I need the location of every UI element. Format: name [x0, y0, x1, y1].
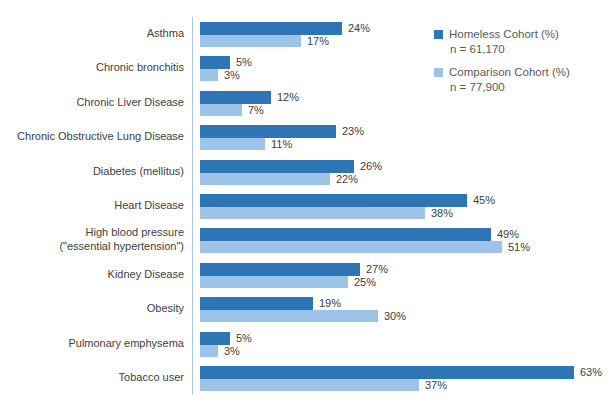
bar-group: Obesity 19% 30%	[0, 292, 612, 326]
homeless-bar	[200, 228, 491, 241]
legend-n-count: n = 77,900	[449, 80, 570, 95]
bar-group: Chronic Obstructive Lung Disease 23% 11%	[0, 120, 612, 154]
legend-swatch-comparison-icon	[434, 68, 443, 77]
bar-value-label: 63%	[580, 366, 602, 378]
homeless-bar	[200, 332, 230, 345]
comparison-bar	[200, 35, 301, 47]
bar-value-label: 27%	[366, 263, 388, 275]
comparison-bar	[200, 379, 419, 391]
bar-value-label: 3%	[224, 69, 240, 81]
bar-pair: 12% 7%	[200, 91, 299, 116]
legend-swatch-homeless-icon	[434, 30, 443, 39]
category-label: Asthma	[0, 27, 192, 41]
bar-pair: 5%3%	[200, 56, 252, 81]
bar-pair: 27%25%	[200, 263, 388, 288]
homeless-bar	[200, 91, 271, 104]
bar-value-label: 12%	[277, 91, 299, 103]
bar-group: Pulmonary emphysema 5%3%	[0, 327, 612, 361]
category-label: Kidney Disease	[0, 268, 192, 282]
category-label: High blood pressure("essential hypertens…	[0, 226, 192, 254]
bar-value-label: 25%	[354, 276, 376, 288]
bar-pair: 5%3%	[200, 332, 252, 357]
bar-value-label: 11%	[271, 138, 292, 150]
bar-group: Diabetes (mellitus) 26%22%	[0, 155, 612, 189]
comparison-bar	[200, 173, 330, 185]
category-label: Heart Disease	[0, 199, 192, 213]
category-label: Obesity	[0, 302, 192, 316]
homeless-bar	[200, 263, 360, 276]
bar-value-label: 5%	[236, 56, 252, 68]
bar-pair: 26%22%	[200, 160, 382, 185]
bar-value-label: 5%	[236, 332, 252, 344]
homeless-bar	[200, 366, 574, 379]
bar-value-label: 26%	[360, 160, 382, 172]
legend-label: Comparison Cohort (%)	[449, 65, 570, 80]
bar-value-label: 17%	[307, 35, 329, 47]
comparison-bar	[200, 310, 378, 322]
comparison-bar	[200, 69, 218, 81]
bar-group: Kidney Disease 27%25%	[0, 258, 612, 292]
bar-value-label: 3%	[224, 345, 240, 357]
homeless-bar	[200, 297, 313, 310]
bar-pair: 24% 17%	[200, 22, 370, 47]
bar-value-label: 23%	[342, 125, 364, 137]
comparison-bar	[200, 345, 218, 357]
legend: Homeless Cohort (%) n = 61,170 Compariso…	[434, 27, 570, 103]
legend-n-count: n = 61,170	[449, 42, 559, 57]
comparison-bar	[200, 276, 348, 288]
bar-pair: 45% 38%	[200, 194, 495, 219]
bar-value-label: 37%	[425, 379, 447, 391]
bar-value-label: 45%	[473, 194, 495, 206]
category-label: Tobacco user	[0, 371, 192, 385]
comparison-bar	[200, 138, 265, 150]
homeless-bar	[200, 125, 336, 138]
bar-pair: 49%51%	[200, 228, 530, 253]
bar-value-label: 51%	[508, 241, 530, 253]
bar-group: High blood pressure("essential hypertens…	[0, 223, 612, 257]
comparison-bar	[200, 241, 502, 253]
bar-chart: Asthma24%17%Chronic bronchitis5%3%Chroni…	[0, 0, 612, 415]
legend-item-homeless: Homeless Cohort (%) n = 61,170	[434, 27, 570, 57]
bar-group: Heart Disease 45% 38%	[0, 189, 612, 223]
category-label: Chronic bronchitis	[0, 61, 192, 75]
category-label: Chronic Obstructive Lung Disease	[0, 130, 192, 144]
bar-group: Tobacco user 63% 37%	[0, 361, 612, 395]
bar-value-label: 22%	[336, 173, 358, 185]
bar-value-label: 7%	[248, 104, 264, 116]
bar-value-label: 19%	[319, 297, 341, 309]
homeless-bar	[200, 160, 354, 173]
legend-label: Homeless Cohort (%)	[449, 27, 559, 42]
comparison-bar	[200, 104, 242, 116]
comparison-bar	[200, 207, 425, 219]
legend-item-comparison: Comparison Cohort (%) n = 77,900	[434, 65, 570, 95]
bar-value-label: 38%	[431, 207, 453, 219]
bar-value-label: 24%	[348, 22, 370, 34]
homeless-bar	[200, 56, 230, 69]
category-label: Chronic Liver Disease	[0, 96, 192, 110]
homeless-bar	[200, 22, 342, 35]
bar-pair: 19% 30%	[200, 297, 406, 322]
bar-value-label: 49%	[497, 228, 519, 240]
bar-pair: 63% 37%	[200, 366, 602, 391]
bar-pair: 23% 11%	[200, 125, 364, 150]
category-label: Pulmonary emphysema	[0, 337, 192, 351]
category-label: Diabetes (mellitus)	[0, 165, 192, 179]
homeless-bar	[200, 194, 467, 207]
bar-value-label: 30%	[384, 310, 406, 322]
